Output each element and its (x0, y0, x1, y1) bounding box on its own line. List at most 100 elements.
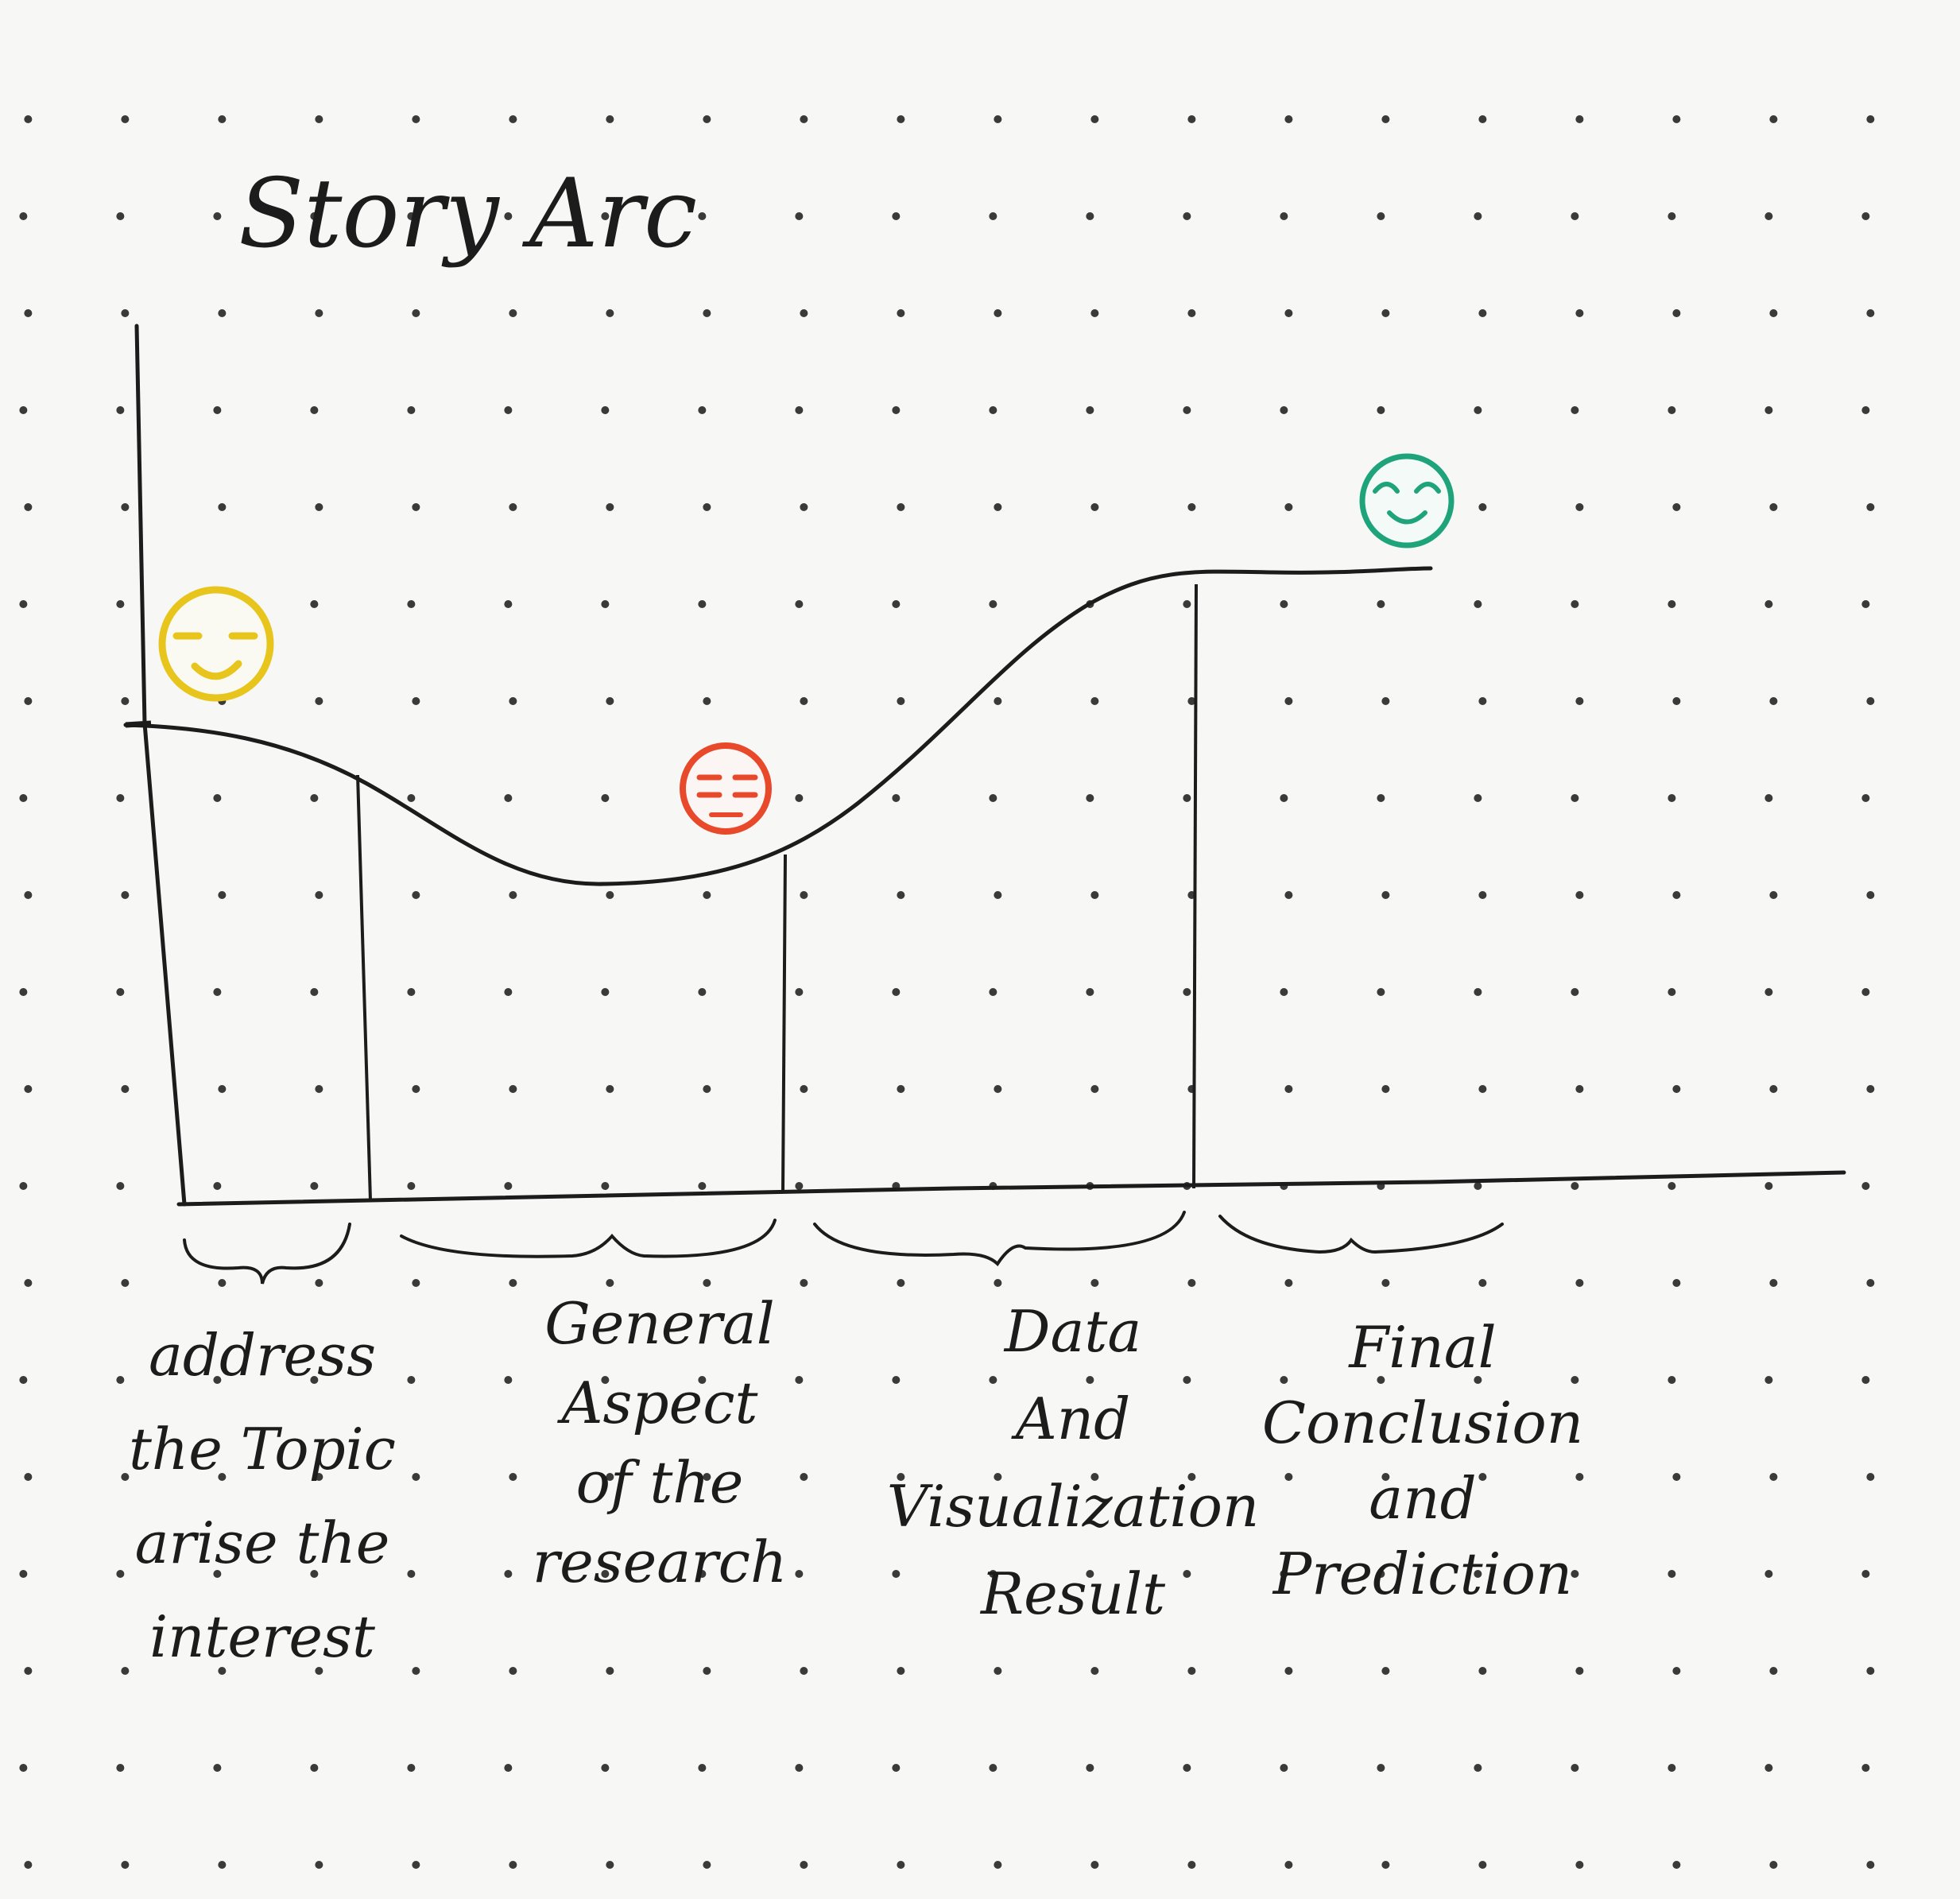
grid-dot (897, 1861, 905, 1869)
grid-dot (1474, 1182, 1482, 1190)
grid-dot (800, 503, 808, 511)
grid-dot (412, 309, 420, 317)
grid-dot (1672, 891, 1681, 899)
grid-dot (24, 503, 33, 511)
grid-dot (1377, 600, 1385, 608)
grid-dot (412, 503, 420, 511)
grid-dot (1284, 503, 1293, 511)
grid-dot (1866, 697, 1875, 705)
label-line: address (149, 1322, 376, 1389)
grid-dot (1575, 1085, 1584, 1093)
grid-dot (1086, 988, 1094, 996)
grid-dot (1183, 1570, 1191, 1578)
grid-dot (1764, 1764, 1773, 1772)
grid-dot (412, 697, 420, 705)
grid-dot (218, 891, 227, 899)
grid-dot (1377, 1376, 1385, 1384)
grid-dot (1861, 1376, 1870, 1384)
grid-dot (601, 1376, 610, 1384)
grid-dot (310, 988, 319, 996)
grid-dot (892, 600, 901, 608)
grid-dot (1769, 309, 1778, 317)
grid-dot (897, 1279, 905, 1287)
grid-dot (504, 212, 513, 220)
grid-dot (1183, 212, 1191, 220)
grid-dot (703, 1085, 711, 1093)
grid-dot (24, 1085, 33, 1093)
grid-dot (1668, 600, 1676, 608)
grid-dot (1478, 1085, 1487, 1093)
grid-dot (1764, 1570, 1773, 1578)
grid-dot (795, 406, 804, 414)
grid-dot (1474, 1376, 1482, 1384)
grid-dot (412, 1861, 420, 1869)
section-label-general: General Aspect of the research (533, 1290, 788, 1595)
grid-dot (800, 1667, 808, 1675)
grid-dot (1668, 794, 1676, 802)
grid-dot (698, 1764, 707, 1772)
label-line: And (1011, 1385, 1130, 1452)
grid-dot (994, 1667, 1002, 1675)
grid-dot (989, 1764, 997, 1772)
grid-dot (1866, 1279, 1875, 1287)
grid-dot (315, 1667, 323, 1675)
grid-dot (606, 1473, 614, 1481)
grid-dot (412, 115, 420, 123)
grid-dot (800, 1473, 808, 1481)
grid-dot (24, 697, 33, 705)
grid-dot (1478, 891, 1487, 899)
label-line: the Topic (129, 1416, 396, 1482)
grid-dot (1284, 891, 1293, 899)
grid-dot (994, 1473, 1002, 1481)
grid-dot (1478, 503, 1487, 511)
grid-dot (1474, 988, 1482, 996)
grid-dot (703, 891, 711, 899)
grid-dot (1668, 212, 1676, 220)
grid-dot (698, 212, 707, 220)
grid-dot (24, 1473, 33, 1481)
grid-dot (1575, 503, 1584, 511)
grid-dot (1090, 1473, 1099, 1481)
grid-dot (509, 891, 517, 899)
label-line: of the (576, 1449, 744, 1516)
grid-dot (1284, 115, 1293, 123)
grid-dot (1571, 988, 1579, 996)
grid-dot (315, 1473, 323, 1481)
grid-dot (218, 1279, 227, 1287)
grid-dot (1764, 600, 1773, 608)
grid-dot (504, 1570, 513, 1578)
grid-dot (1769, 891, 1778, 899)
label-line: Data (1003, 1298, 1142, 1365)
grid-dot (1672, 1085, 1681, 1093)
grid-dot (994, 115, 1002, 123)
grid-dot (504, 794, 513, 802)
grid-dot (213, 1182, 222, 1190)
grid-dot (310, 406, 319, 414)
grid-dot (892, 1764, 901, 1772)
grid-dot (1861, 1570, 1870, 1578)
grid-dot (989, 600, 997, 608)
grid-dot (412, 1667, 420, 1675)
grid-dot (1280, 406, 1288, 414)
divider-2 (781, 854, 787, 1193)
grid-dot (407, 1182, 416, 1190)
label-line: research (533, 1529, 788, 1595)
grid-dot (795, 600, 804, 608)
brace-intro (183, 1223, 351, 1285)
grid-dot (407, 1570, 416, 1578)
grid-dot (1284, 1473, 1293, 1481)
grid-dot (1183, 600, 1191, 608)
label-line: General (544, 1290, 774, 1357)
grid-dot (1187, 1667, 1196, 1675)
grid-dot (892, 212, 901, 220)
grid-dot (1187, 1861, 1196, 1869)
grid-dot (994, 1279, 1002, 1287)
grid-dot (1861, 406, 1870, 414)
grid-dot (1668, 988, 1676, 996)
grid-dot (1187, 1473, 1196, 1481)
grid-dot (1187, 1279, 1196, 1287)
grid-dot (1672, 115, 1681, 123)
grid-dot (1866, 115, 1875, 123)
grid-dot (994, 697, 1002, 705)
grid-dot (1381, 1473, 1390, 1481)
